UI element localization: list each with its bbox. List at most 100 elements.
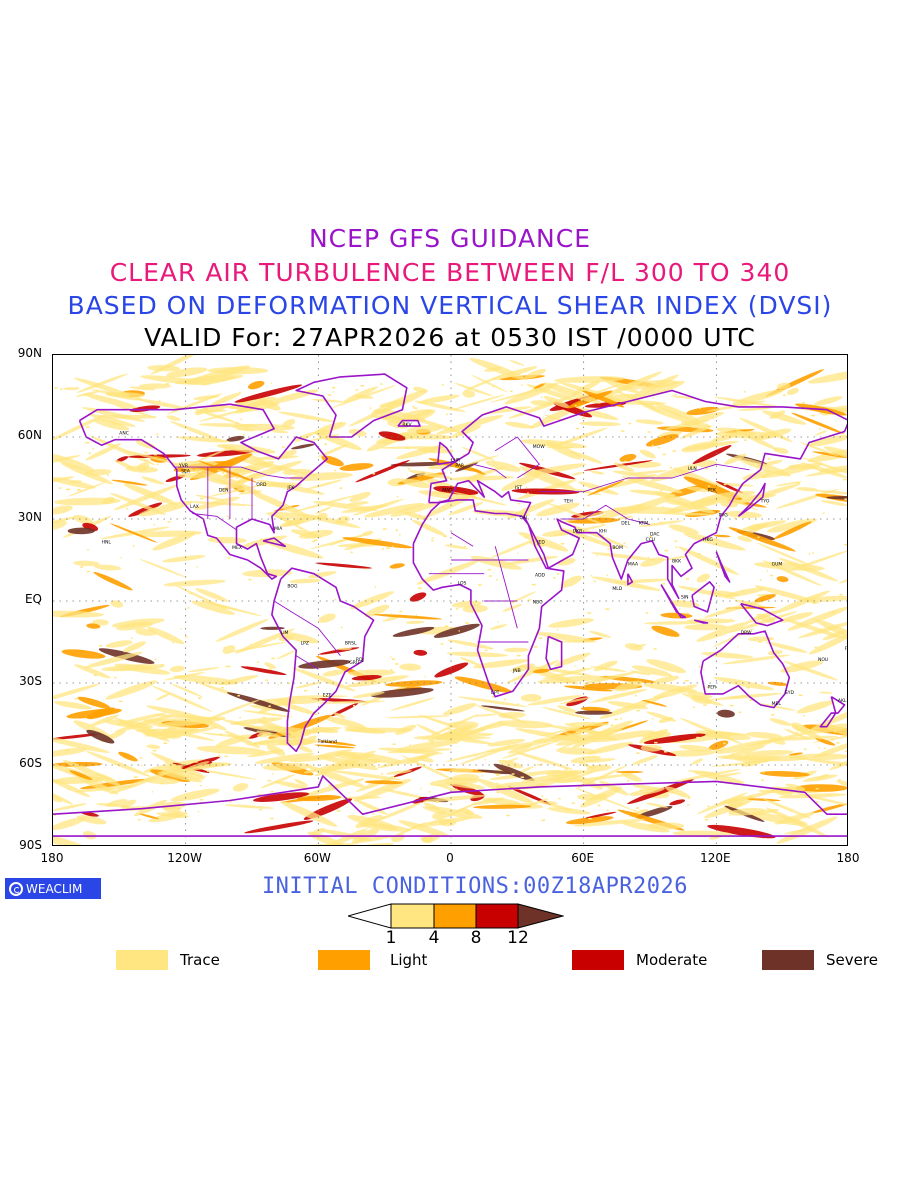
turbulence-patch	[170, 421, 226, 443]
legend-label-severe: Severe	[826, 951, 878, 969]
turbulence-speckle	[699, 407, 701, 410]
turbulence-speckle	[488, 575, 492, 577]
turbulence-speckle	[242, 433, 245, 436]
turbulence-patch	[370, 687, 434, 698]
turbulence-speckle	[746, 754, 749, 757]
turbulence-speckle	[257, 661, 260, 663]
turbulence-speckle	[258, 794, 262, 796]
turbulence-speckle	[268, 668, 272, 670]
turbulence-patch	[750, 812, 808, 826]
turbulence-speckle	[633, 809, 637, 812]
turbulence-speckle	[200, 799, 204, 801]
turbulence-patch	[111, 618, 165, 628]
turbulence-speckle	[590, 575, 592, 577]
turbulence-patch	[746, 731, 783, 739]
station-label: SIN	[681, 594, 689, 600]
turbulence-speckle	[259, 808, 262, 811]
turbulence-patch	[687, 691, 713, 699]
turbulence-speckle	[331, 426, 336, 428]
station-label: IST	[515, 485, 522, 491]
turbulence-speckle	[517, 502, 521, 505]
turbulence-patch	[641, 699, 668, 707]
turbulence-patch	[198, 406, 254, 422]
turbulence-patch	[400, 755, 456, 782]
turbulence-patch	[201, 376, 237, 386]
turbulence-patch	[522, 463, 587, 476]
turbulence-patch	[815, 737, 836, 746]
turbulence-patch	[635, 419, 664, 425]
turbulence-patch	[547, 807, 591, 815]
turbulence-patch	[622, 476, 683, 494]
turbulence-patch	[247, 380, 265, 390]
turbulence-patch	[230, 717, 283, 726]
turbulence-patch	[135, 440, 156, 449]
turbulence-speckle	[729, 814, 731, 817]
turbulence-patch	[418, 756, 434, 763]
turbulence-patch	[564, 685, 613, 692]
turbulence-speckle	[365, 568, 368, 570]
turbulence-patch	[504, 421, 533, 429]
turbulence-speckle	[449, 732, 452, 734]
turbulence-patch	[664, 419, 710, 430]
turbulence-patch	[478, 778, 534, 804]
turbulence-speckle	[60, 388, 63, 390]
coastline-segment	[436, 441, 457, 466]
turbulence-patch	[607, 701, 649, 710]
turbulence-patch	[211, 392, 242, 406]
turbulence-patch	[318, 740, 357, 746]
turbulence-speckle	[350, 551, 353, 554]
turbulence-speckle	[650, 402, 654, 405]
turbulence-speckle	[592, 765, 597, 768]
turbulence-speckle	[508, 760, 510, 762]
turbulence-patch	[502, 603, 523, 612]
turbulence-patch	[631, 665, 672, 677]
turbulence-patch	[86, 729, 115, 744]
turbulence-speckle	[361, 778, 363, 780]
turbulence-patch	[530, 400, 552, 407]
turbulence-speckle	[230, 801, 232, 803]
turbulence-patch	[222, 645, 236, 654]
lat-label-90n: 90N	[17, 346, 42, 360]
turbulence-patch	[140, 375, 210, 386]
turbulence-patch	[815, 619, 847, 644]
turbulence-speckle	[734, 517, 737, 519]
turbulence-patch	[53, 747, 88, 757]
turbulence-patch	[696, 573, 710, 583]
turbulence-speckle	[636, 752, 640, 754]
turbulence-patch	[369, 415, 406, 421]
turbulence-patch	[699, 490, 755, 502]
turbulence-speckle	[218, 755, 221, 757]
turbulence-patch	[774, 481, 803, 487]
turbulence-patch	[298, 659, 351, 669]
turbulence-patch	[141, 476, 165, 485]
turbulence-patch	[53, 520, 67, 531]
turbulence-speckle	[139, 757, 143, 759]
turbulence-speckle	[381, 816, 386, 819]
station-label: JED	[536, 540, 545, 546]
turbulence-patch	[604, 379, 639, 393]
turbulence-patch	[621, 495, 675, 516]
turbulence-patch	[409, 592, 427, 602]
turbulence-speckle	[226, 515, 231, 518]
turbulence-patch	[575, 737, 618, 740]
turbulence-patch	[739, 417, 793, 443]
turbulence-speckle	[528, 599, 532, 601]
turbulence-patch	[355, 815, 383, 829]
turbulence-speckle	[843, 478, 847, 481]
colorbar-segment-light	[433, 903, 477, 929]
turbulence-patch	[640, 744, 663, 752]
turbulence-speckle	[163, 742, 168, 744]
station-label: YVR	[178, 463, 188, 469]
turbulence-patch	[344, 726, 386, 734]
station-label: NBO	[533, 600, 543, 606]
turbulence-patch	[331, 384, 397, 408]
colorbar-tick-1: 1	[385, 928, 397, 948]
station-label: LIM	[281, 630, 289, 636]
turbulence-speckle	[424, 648, 426, 651]
turbulence-speckle	[743, 439, 747, 441]
turbulence-patch	[578, 481, 619, 495]
turbulence-speckle	[820, 737, 822, 740]
station-label: NOU	[818, 657, 828, 663]
turbulence-speckle	[237, 695, 240, 697]
turbulence-speckle	[757, 536, 760, 538]
